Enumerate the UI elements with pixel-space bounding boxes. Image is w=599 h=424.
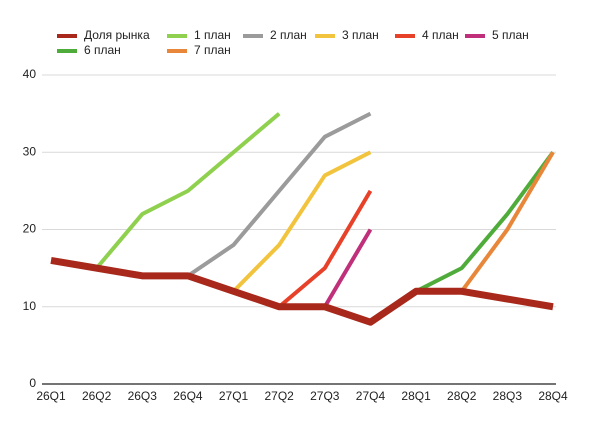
y-tick-label: 20 <box>23 222 37 236</box>
x-tick-label: 26Q1 <box>36 389 66 403</box>
x-tick-label: 28Q1 <box>401 389 431 403</box>
x-tick-label: 27Q2 <box>265 389 295 403</box>
series-line <box>186 111 372 278</box>
x-tick-label: 27Q1 <box>219 389 249 403</box>
y-tick-label: 40 <box>23 67 37 81</box>
series-line <box>95 112 281 270</box>
legend-label: 5 план <box>492 28 529 42</box>
legend-label: 2 план <box>270 28 307 42</box>
x-tick-label: 28Q3 <box>493 389 523 403</box>
legend-label: 1 план <box>194 28 231 42</box>
x-tick-label: 26Q4 <box>173 389 203 403</box>
y-tick-label: 0 <box>29 376 36 390</box>
y-tick-label: 10 <box>23 299 37 313</box>
series-line <box>277 189 373 309</box>
x-tick-label: 28Q2 <box>447 389 477 403</box>
legend-label: 3 план <box>342 28 379 42</box>
legend-label: 4 план <box>422 28 459 42</box>
series-line <box>50 256 554 326</box>
legend-label: 6 план <box>84 43 121 57</box>
x-tick-label: 26Q2 <box>82 389 112 403</box>
series-line <box>323 228 373 308</box>
legend-label: Доля рынка <box>84 28 150 42</box>
x-tick-label: 27Q4 <box>356 389 386 403</box>
x-tick-label: 26Q3 <box>128 389 158 403</box>
y-tick-label: 30 <box>23 144 37 158</box>
series-line <box>232 150 372 293</box>
series-line <box>415 151 555 294</box>
x-tick-label: 28Q4 <box>538 389 568 403</box>
legend-label: 7 план <box>194 43 231 57</box>
series-line <box>460 151 555 293</box>
x-tick-label: 27Q3 <box>310 389 340 403</box>
